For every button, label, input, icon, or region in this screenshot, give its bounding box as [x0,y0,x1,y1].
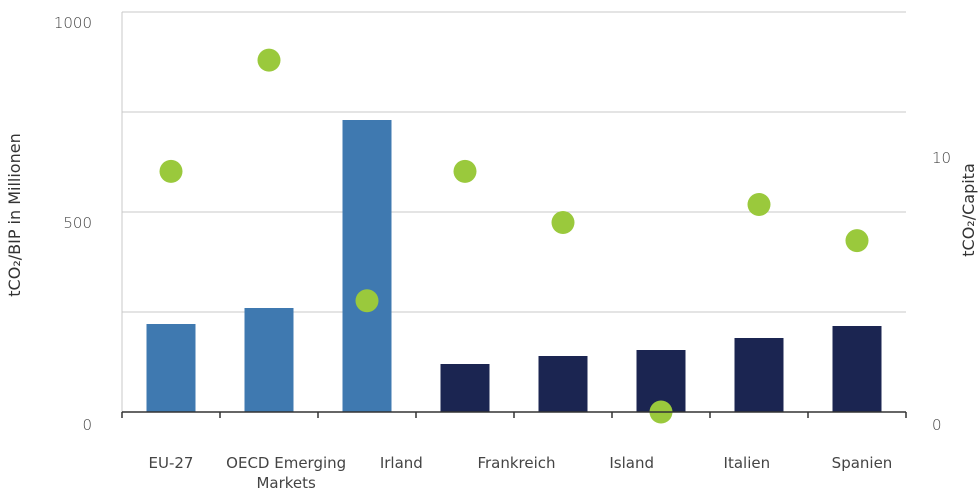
scatter-point [551,211,575,235]
scatter-point [747,192,771,216]
gridlines [122,11,906,313]
y-tick-1000: 1000 [54,14,92,32]
y-axis-title: tCO₂/BIP in Millionen [5,133,24,296]
scatter-point [355,289,379,313]
category-labels: EU-27 OECD Emerging Markets Irland Frankreic… [149,454,893,492]
category-label: Spanien [832,454,893,472]
category-label: EU-27 [149,454,194,472]
scatter-point [845,229,869,253]
bar [538,356,588,412]
y2-axis-title: tCO₂/Capita [959,163,978,257]
y2-tick-0: 0 [932,416,942,434]
scatter-series [159,48,869,424]
category-label: Island [609,454,654,472]
y-tick-500: 500 [63,214,92,232]
category-label: Frankreich [477,454,555,472]
category-label: Irland [380,454,423,472]
scatter-point [257,48,281,72]
scatter-point [453,159,477,183]
category-label: Italien [724,454,771,472]
bar [146,324,196,412]
y2-tick-10: 10 [932,149,951,167]
bar [832,326,882,412]
bar-series [146,120,882,412]
bar [244,308,294,412]
y-tick-0: 0 [82,416,92,434]
category-label: OECD Emerging Markets [226,454,346,492]
bar [342,120,392,412]
scatter-point [159,159,183,183]
bar [440,364,490,412]
axes [121,12,907,418]
bar [734,338,784,412]
